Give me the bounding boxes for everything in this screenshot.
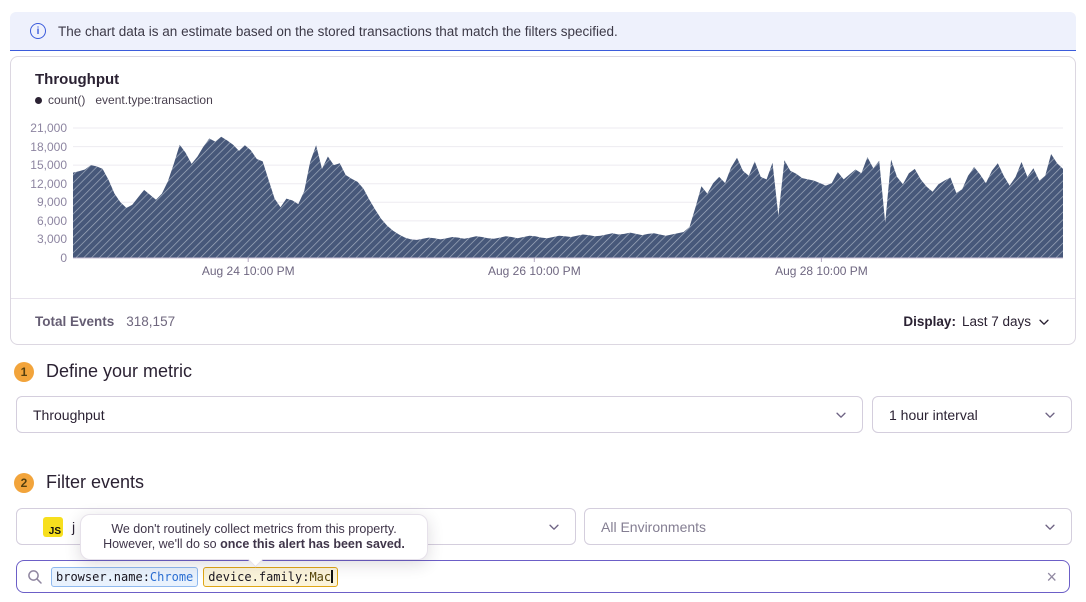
filter-token-browser-name[interactable]: browser.name:Chrome: [51, 567, 198, 587]
metric-select-value: Throughput: [33, 407, 105, 423]
y-tick-label: 15,000: [11, 157, 67, 173]
javascript-icon: JS: [43, 517, 63, 537]
x-tick-label: Aug 24 10:00 PM: [178, 264, 318, 278]
chevron-down-icon: [1043, 408, 1057, 422]
display-period-dropdown[interactable]: Display: Last 7 days: [903, 314, 1051, 329]
chart-footer: Total Events 318,157 Display: Last 7 day…: [11, 298, 1075, 344]
y-tick-label: 18,000: [11, 139, 67, 155]
interval-select[interactable]: 1 hour interval: [872, 396, 1072, 433]
project-select-value: j: [72, 519, 75, 535]
filter-search-input[interactable]: browser.name:Chrome device.family:Mac ×: [16, 560, 1070, 593]
total-events-label: Total Events: [35, 314, 114, 329]
chevron-down-icon: [834, 408, 848, 422]
throughput-chart-panel: Throughput count() event.type:transactio…: [10, 56, 1076, 345]
x-tick-label: Aug 26 10:00 PM: [464, 264, 604, 278]
total-events-value: 318,157: [126, 314, 175, 329]
display-value: Last 7 days: [962, 314, 1031, 329]
chevron-down-icon: [1043, 520, 1057, 534]
chevron-down-icon: [1037, 315, 1051, 329]
display-label: Display:: [903, 314, 956, 329]
x-tick-label: Aug 28 10:00 PM: [751, 264, 891, 278]
chevron-down-icon: [547, 520, 561, 534]
throughput-area-series: [73, 137, 1063, 258]
series-dot-icon: [35, 97, 42, 104]
chart-legend: count() event.type:transaction: [35, 93, 213, 107]
metrics-tooltip: We don't routinely collect metrics from …: [80, 514, 428, 560]
banner-text: The chart data is an estimate based on t…: [58, 24, 618, 39]
y-tick-label: 9,000: [11, 194, 67, 210]
metric-select[interactable]: Throughput: [16, 396, 863, 433]
filter-section-header: 2 Filter events: [14, 472, 144, 493]
estimate-banner: i The chart data is an estimate based on…: [10, 12, 1076, 51]
legend-metric: count(): [48, 93, 85, 107]
clear-search-icon[interactable]: ×: [1046, 568, 1057, 586]
interval-select-value: 1 hour interval: [889, 407, 978, 423]
tooltip-line1: We don't routinely collect metrics from …: [111, 522, 396, 537]
search-icon: [27, 569, 43, 585]
metric-section-header: 1 Define your metric: [14, 361, 192, 382]
step-1-badge: 1: [14, 362, 34, 382]
throughput-area-svg: [73, 128, 1063, 258]
y-tick-label: 0: [11, 250, 67, 266]
environment-select[interactable]: All Environments: [584, 508, 1072, 545]
x-axis-labels: Aug 24 10:00 PM Aug 26 10:00 PM Aug 28 10:…: [73, 264, 1063, 280]
y-tick-label: 6,000: [11, 213, 67, 229]
filter-token-device-family[interactable]: device.family:Mac: [203, 567, 337, 587]
metric-section-title: Define your metric: [46, 361, 192, 382]
tooltip-line2: However, we'll do so once this alert has…: [103, 537, 405, 552]
y-tick-label: 12,000: [11, 176, 67, 192]
y-axis-labels: 21,000 18,000 15,000 12,000 9,000 6,000 3,000 0: [11, 120, 67, 266]
info-icon: i: [30, 23, 46, 39]
environment-select-value: All Environments: [601, 519, 706, 535]
chart-title: Throughput: [35, 71, 119, 88]
y-tick-label: 3,000: [11, 231, 67, 247]
step-2-badge: 2: [14, 473, 34, 493]
legend-query: event.type:transaction: [95, 93, 212, 107]
filter-section-title: Filter events: [46, 472, 144, 493]
text-cursor: [331, 570, 333, 583]
chart-plot-area[interactable]: [73, 128, 1063, 258]
y-tick-label: 21,000: [11, 120, 67, 136]
